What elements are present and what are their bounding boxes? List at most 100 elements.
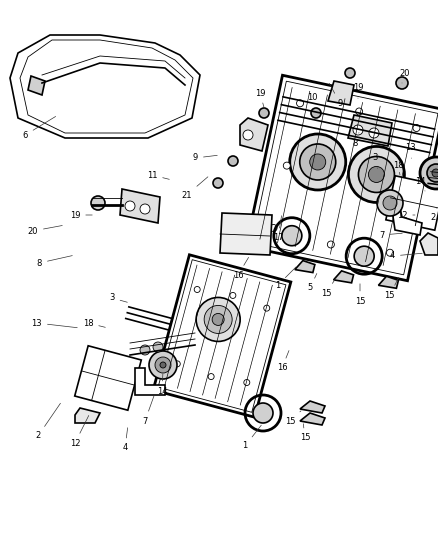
Polygon shape — [153, 255, 291, 417]
Circle shape — [91, 196, 105, 210]
Circle shape — [413, 125, 420, 132]
Circle shape — [348, 147, 404, 203]
Circle shape — [243, 130, 253, 140]
Text: 15: 15 — [285, 411, 301, 425]
Text: 18: 18 — [83, 319, 105, 327]
Text: 20: 20 — [28, 225, 62, 236]
Text: 10: 10 — [307, 93, 317, 108]
Text: 14: 14 — [415, 176, 425, 191]
Circle shape — [354, 246, 374, 266]
Text: 4: 4 — [390, 252, 422, 261]
Polygon shape — [135, 368, 165, 395]
Circle shape — [353, 125, 363, 135]
Circle shape — [264, 305, 270, 311]
Text: 3: 3 — [110, 294, 127, 303]
Circle shape — [368, 166, 385, 182]
Text: 8: 8 — [352, 133, 359, 148]
Circle shape — [290, 134, 346, 190]
Circle shape — [297, 100, 304, 107]
Text: 6: 6 — [23, 116, 56, 140]
Circle shape — [282, 225, 302, 246]
Circle shape — [149, 351, 177, 379]
Circle shape — [386, 249, 393, 256]
Text: 14: 14 — [157, 374, 167, 395]
Text: 15: 15 — [300, 424, 310, 442]
Circle shape — [160, 362, 166, 368]
Text: 18: 18 — [393, 160, 403, 175]
Circle shape — [377, 190, 403, 216]
Polygon shape — [334, 271, 353, 283]
Circle shape — [259, 108, 269, 118]
Circle shape — [356, 108, 363, 115]
Circle shape — [213, 178, 223, 188]
Text: 21: 21 — [181, 177, 208, 199]
Circle shape — [253, 403, 273, 423]
Circle shape — [358, 157, 395, 192]
Polygon shape — [28, 76, 45, 95]
Text: 20: 20 — [400, 69, 410, 83]
Text: 19: 19 — [70, 211, 92, 220]
Polygon shape — [386, 176, 438, 230]
Text: 12: 12 — [70, 416, 89, 448]
Text: 2: 2 — [35, 403, 60, 440]
Circle shape — [196, 297, 240, 342]
Text: 13: 13 — [32, 319, 77, 328]
Polygon shape — [240, 118, 268, 151]
Text: 17: 17 — [273, 216, 283, 243]
Circle shape — [174, 361, 180, 367]
Circle shape — [400, 187, 407, 194]
Text: 4: 4 — [122, 428, 127, 453]
Polygon shape — [295, 261, 315, 272]
Text: 1: 1 — [242, 425, 261, 450]
Polygon shape — [348, 115, 392, 146]
Text: 15: 15 — [355, 284, 365, 305]
Text: 19: 19 — [255, 88, 265, 108]
Circle shape — [153, 342, 163, 352]
Text: 7: 7 — [142, 395, 154, 425]
Circle shape — [283, 162, 290, 169]
Text: 12: 12 — [397, 211, 415, 220]
Polygon shape — [10, 35, 200, 138]
Circle shape — [155, 357, 171, 373]
Circle shape — [369, 128, 379, 138]
Circle shape — [228, 156, 238, 166]
Circle shape — [230, 293, 236, 298]
Circle shape — [140, 345, 150, 355]
Circle shape — [427, 164, 438, 182]
Circle shape — [311, 108, 321, 118]
Circle shape — [420, 157, 438, 189]
Text: 15: 15 — [321, 277, 336, 297]
Text: 3: 3 — [372, 154, 378, 168]
Text: 7: 7 — [379, 230, 402, 239]
Circle shape — [204, 305, 232, 334]
Polygon shape — [75, 408, 100, 423]
Polygon shape — [378, 276, 399, 288]
Polygon shape — [328, 81, 354, 105]
Polygon shape — [246, 75, 438, 281]
Text: 9: 9 — [193, 154, 217, 163]
Text: 13: 13 — [405, 143, 415, 158]
Circle shape — [327, 241, 334, 248]
Circle shape — [432, 169, 438, 177]
Text: 5: 5 — [307, 273, 317, 293]
Circle shape — [300, 144, 336, 180]
Text: 19: 19 — [353, 84, 363, 98]
Circle shape — [383, 196, 397, 210]
Text: 1: 1 — [276, 267, 296, 289]
Polygon shape — [420, 233, 438, 255]
Polygon shape — [392, 208, 422, 235]
Polygon shape — [300, 401, 325, 413]
Circle shape — [244, 379, 250, 385]
Circle shape — [140, 204, 150, 214]
Circle shape — [212, 313, 224, 326]
Circle shape — [208, 374, 214, 379]
Circle shape — [125, 201, 135, 211]
Circle shape — [345, 68, 355, 78]
Circle shape — [270, 224, 277, 231]
Polygon shape — [120, 189, 160, 223]
Text: 16: 16 — [233, 257, 249, 279]
Text: 15: 15 — [385, 278, 399, 300]
Polygon shape — [75, 346, 141, 410]
Polygon shape — [300, 413, 325, 425]
Circle shape — [396, 77, 408, 89]
